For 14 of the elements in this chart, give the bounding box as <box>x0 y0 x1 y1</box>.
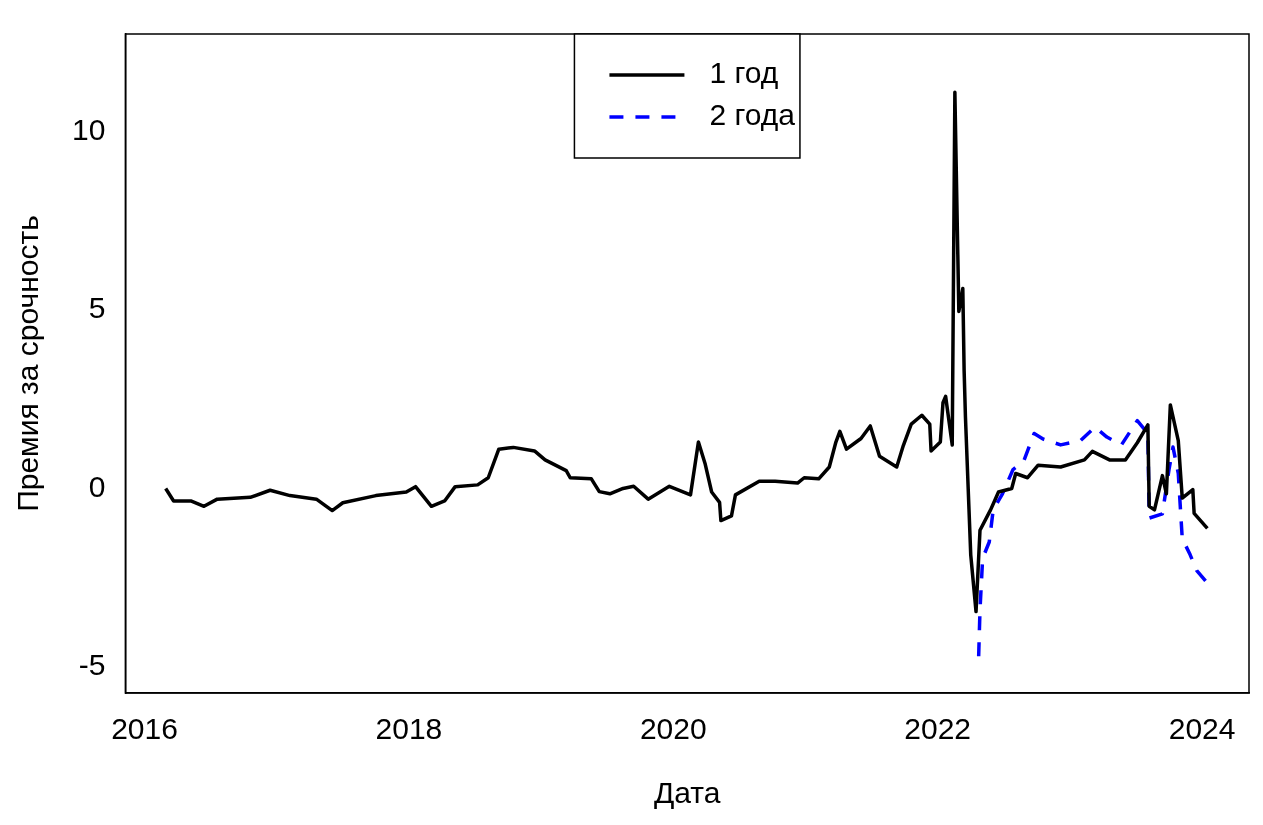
y-tick-label: 10 <box>71 112 106 146</box>
x-tick-label: 2020 <box>639 712 707 746</box>
y-axis-title: Премия за срочность <box>11 215 45 512</box>
y-tick-label: 0 <box>88 469 106 503</box>
y-tick-label: -5 <box>78 648 106 682</box>
x-tick-label: 2018 <box>375 712 443 746</box>
legend-label: 1 год <box>709 56 779 90</box>
x-tick-label: 2024 <box>1168 712 1236 746</box>
legend-label: 2 года <box>709 98 796 132</box>
y-tick-label: 5 <box>88 291 106 325</box>
line-series <box>976 418 1210 658</box>
x-tick-label: 2016 <box>111 712 178 746</box>
x-tick-label: 2022 <box>904 712 972 746</box>
x-axis-title: Дата <box>653 776 721 810</box>
